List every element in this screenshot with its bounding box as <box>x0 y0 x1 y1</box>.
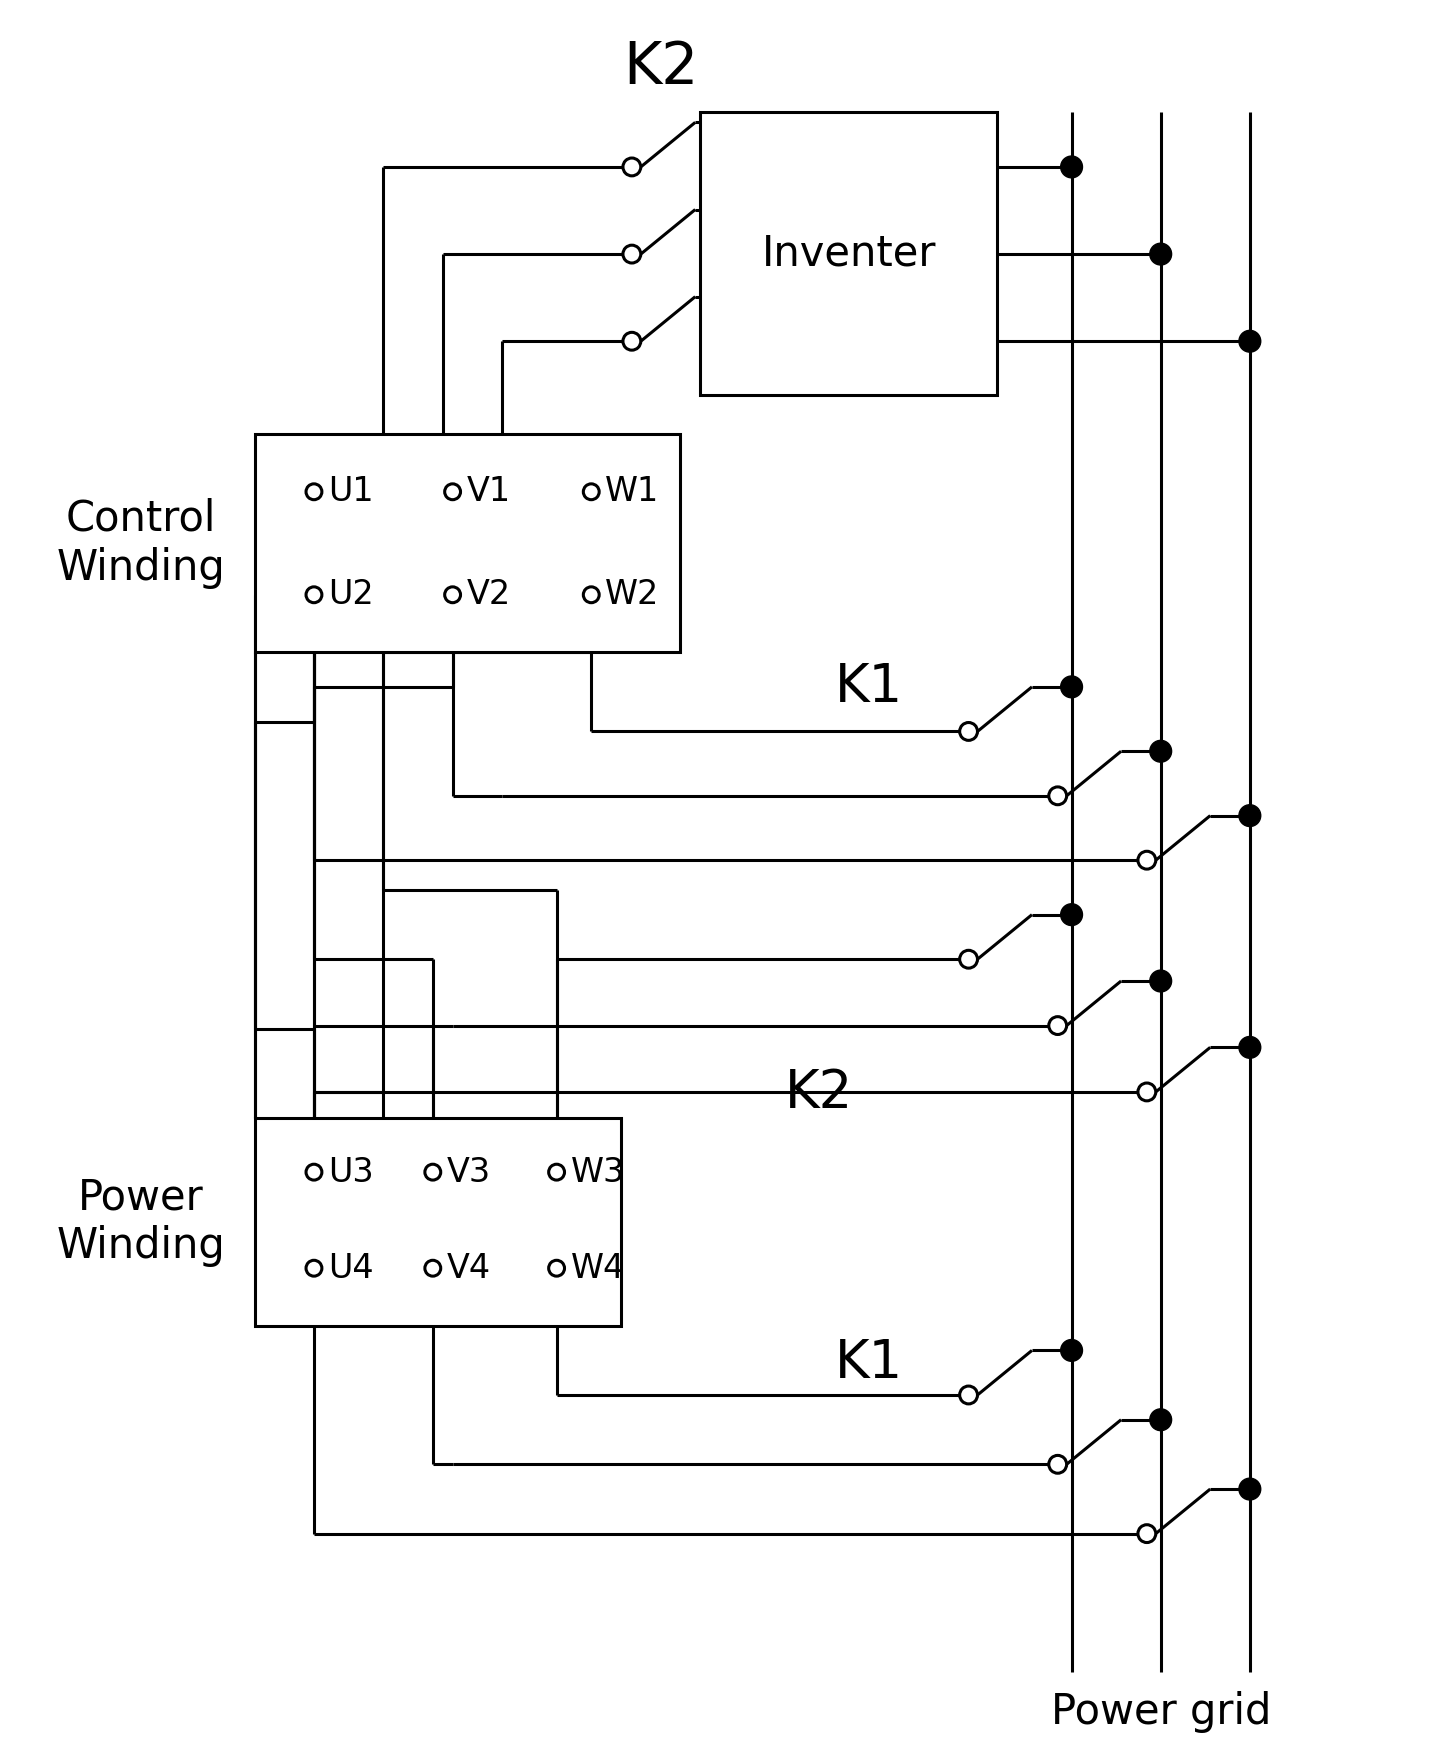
Circle shape <box>1138 1525 1156 1543</box>
Circle shape <box>445 588 461 603</box>
Circle shape <box>1149 243 1172 266</box>
Circle shape <box>549 1259 564 1275</box>
Text: K2: K2 <box>624 39 698 97</box>
Circle shape <box>1061 157 1083 178</box>
Circle shape <box>1061 1340 1083 1361</box>
Text: Control
Winding: Control Winding <box>56 498 225 589</box>
Text: U3: U3 <box>328 1156 373 1189</box>
Circle shape <box>1061 904 1083 925</box>
Text: U1: U1 <box>328 475 373 508</box>
Text: K2: K2 <box>785 1068 852 1119</box>
Text: V3: V3 <box>446 1156 491 1189</box>
Circle shape <box>1149 971 1172 992</box>
Circle shape <box>1238 804 1261 827</box>
Text: W3: W3 <box>570 1156 625 1189</box>
Circle shape <box>1238 331 1261 352</box>
Circle shape <box>959 950 978 967</box>
Circle shape <box>624 332 641 350</box>
Circle shape <box>959 723 978 741</box>
Text: U2: U2 <box>328 579 373 612</box>
Text: V1: V1 <box>467 475 511 508</box>
Circle shape <box>549 1164 564 1180</box>
Text: Power
Winding: Power Winding <box>56 1177 225 1266</box>
Text: K1: K1 <box>835 661 903 712</box>
Circle shape <box>425 1164 441 1180</box>
Text: W1: W1 <box>605 475 660 508</box>
Circle shape <box>583 588 599 603</box>
Circle shape <box>1048 1455 1067 1474</box>
Text: Power grid: Power grid <box>1051 1690 1272 1733</box>
Bar <box>700 113 998 394</box>
Text: V2: V2 <box>467 579 511 612</box>
Circle shape <box>1048 1017 1067 1034</box>
Bar <box>255 434 680 653</box>
Text: K1: K1 <box>835 1337 903 1390</box>
Circle shape <box>307 588 323 603</box>
Circle shape <box>1238 1036 1261 1059</box>
Circle shape <box>583 484 599 500</box>
Circle shape <box>307 1259 323 1275</box>
Circle shape <box>959 1386 978 1404</box>
Text: V4: V4 <box>446 1252 491 1284</box>
Text: Inventer: Inventer <box>762 232 936 274</box>
Bar <box>255 1117 621 1326</box>
Text: U4: U4 <box>328 1252 373 1284</box>
Text: W2: W2 <box>605 579 660 612</box>
Circle shape <box>425 1259 441 1275</box>
Circle shape <box>624 158 641 176</box>
Text: W4: W4 <box>570 1252 625 1284</box>
Circle shape <box>1149 1409 1172 1430</box>
Circle shape <box>1138 1084 1156 1101</box>
Circle shape <box>445 484 461 500</box>
Circle shape <box>1048 786 1067 804</box>
Circle shape <box>307 484 323 500</box>
Circle shape <box>1061 675 1083 698</box>
Circle shape <box>624 245 641 264</box>
Circle shape <box>307 1164 323 1180</box>
Circle shape <box>1149 741 1172 762</box>
Circle shape <box>1238 1478 1261 1500</box>
Circle shape <box>1138 851 1156 869</box>
